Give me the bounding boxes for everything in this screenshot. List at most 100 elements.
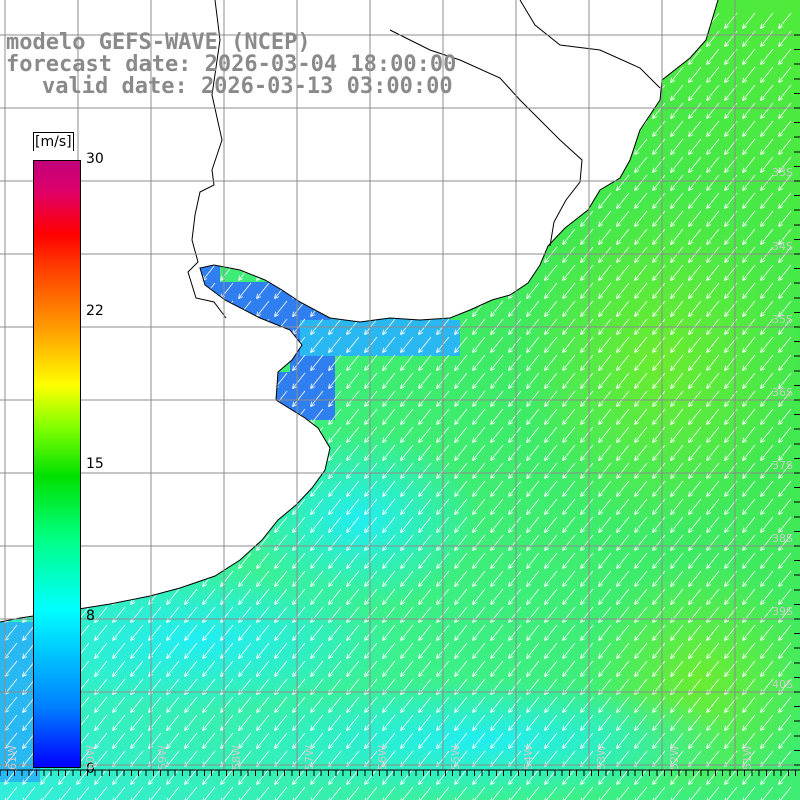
wind-arrow	[401, 624, 414, 640]
wind-arrow	[581, 570, 594, 586]
wind-arrow	[509, 390, 522, 406]
wind-arrow	[653, 210, 666, 226]
wind-arrow	[329, 354, 342, 370]
wind-arrow	[707, 354, 720, 370]
wind-arrow	[635, 570, 648, 586]
wind-arrow	[419, 372, 432, 388]
wind-arrow	[653, 282, 666, 298]
wind-arrow	[401, 552, 414, 568]
wind-arrow	[329, 588, 342, 604]
wind-arrow	[473, 480, 486, 496]
wind-arrow	[707, 300, 720, 316]
wind-arrow	[419, 426, 432, 442]
wind-arrow	[671, 426, 684, 442]
wind-arrow	[653, 480, 666, 496]
wind-arrow	[635, 174, 648, 190]
wind-arrow	[563, 624, 576, 640]
wind-arrow	[473, 498, 486, 514]
lat-label-40s: 40S	[772, 678, 793, 691]
wind-arrow	[311, 534, 324, 550]
wind-arrow	[743, 444, 756, 460]
colorbar-tick-8: 8	[86, 608, 95, 624]
wind-arrow	[653, 516, 666, 532]
wind-arrow	[473, 534, 486, 550]
wind-arrow	[365, 588, 378, 604]
lon-label-55w: 55W	[449, 745, 462, 770]
wind-arrow	[563, 426, 576, 442]
wind-arrow	[689, 372, 702, 388]
wind-arrow	[545, 480, 558, 496]
wind-arrow	[545, 390, 558, 406]
lon-label-56w: 56W	[376, 745, 389, 770]
wind-arrow	[365, 444, 378, 460]
wind-arrow	[779, 12, 792, 28]
wind-arrow	[707, 210, 720, 226]
wind-arrow	[419, 570, 432, 586]
wind-arrow	[113, 624, 126, 640]
wind-arrow	[761, 48, 774, 64]
wind-arrow	[779, 480, 792, 496]
wind-arrow	[635, 444, 648, 460]
wind-arrow	[545, 282, 558, 298]
wind-arrow	[419, 552, 432, 568]
wind-arrow	[509, 624, 522, 640]
wind-arrow	[329, 552, 342, 568]
colorbar	[33, 160, 81, 768]
wind-arrow	[761, 264, 774, 280]
wind-arrow	[545, 498, 558, 514]
wind-arrow	[473, 354, 486, 370]
wind-arrow	[563, 534, 576, 550]
wind-arrow	[545, 516, 558, 532]
wind-arrow	[527, 552, 540, 568]
wind-arrow	[761, 228, 774, 244]
wind-arrow	[383, 588, 396, 604]
wind-arrow	[761, 390, 774, 406]
wind-arrow	[743, 300, 756, 316]
wind-arrow	[761, 336, 774, 352]
wind-arrow	[689, 192, 702, 208]
wind-arrow	[689, 264, 702, 280]
wind-arrow	[563, 264, 576, 280]
wind-arrow	[455, 354, 468, 370]
wind-arrow	[743, 102, 756, 118]
wind-arrow	[131, 624, 144, 640]
wind-arrow	[761, 30, 774, 46]
wind-arrow	[509, 534, 522, 550]
wind-arrow	[743, 210, 756, 226]
wind-arrow	[707, 174, 720, 190]
wind-arrow	[635, 480, 648, 496]
wind-arrow	[329, 570, 342, 586]
wind-arrow	[599, 498, 612, 514]
wind-arrow	[563, 588, 576, 604]
wind-arrow	[311, 588, 324, 604]
wind-arrow	[545, 264, 558, 280]
wind-arrow	[707, 66, 720, 82]
wind-arrow	[617, 336, 630, 352]
wind-arrow	[563, 570, 576, 586]
wind-arrow	[509, 408, 522, 424]
wind-arrow	[617, 480, 630, 496]
wind-arrow	[779, 552, 792, 568]
wind-arrow	[365, 372, 378, 388]
wind-arrow	[689, 66, 702, 82]
wind-arrow	[671, 480, 684, 496]
wind-arrow	[779, 372, 792, 388]
wind-arrow	[509, 462, 522, 478]
wind-arrow	[743, 174, 756, 190]
wind-arrow	[347, 624, 360, 640]
wind-arrow	[563, 336, 576, 352]
wind-arrow	[635, 336, 648, 352]
wind-arrow	[761, 102, 774, 118]
wind-arrow	[779, 66, 792, 82]
wind-arrow	[707, 372, 720, 388]
wind-arrow	[689, 462, 702, 478]
wind-arrow	[653, 588, 666, 604]
wind-arrow	[689, 48, 702, 64]
wind-arrow	[653, 408, 666, 424]
wind-arrow	[239, 570, 252, 586]
wind-arrow	[473, 426, 486, 442]
wind-arrow	[491, 570, 504, 586]
lon-label-59w: 59W	[156, 745, 169, 770]
wind-arrow	[491, 462, 504, 478]
wind-arrow	[671, 282, 684, 298]
